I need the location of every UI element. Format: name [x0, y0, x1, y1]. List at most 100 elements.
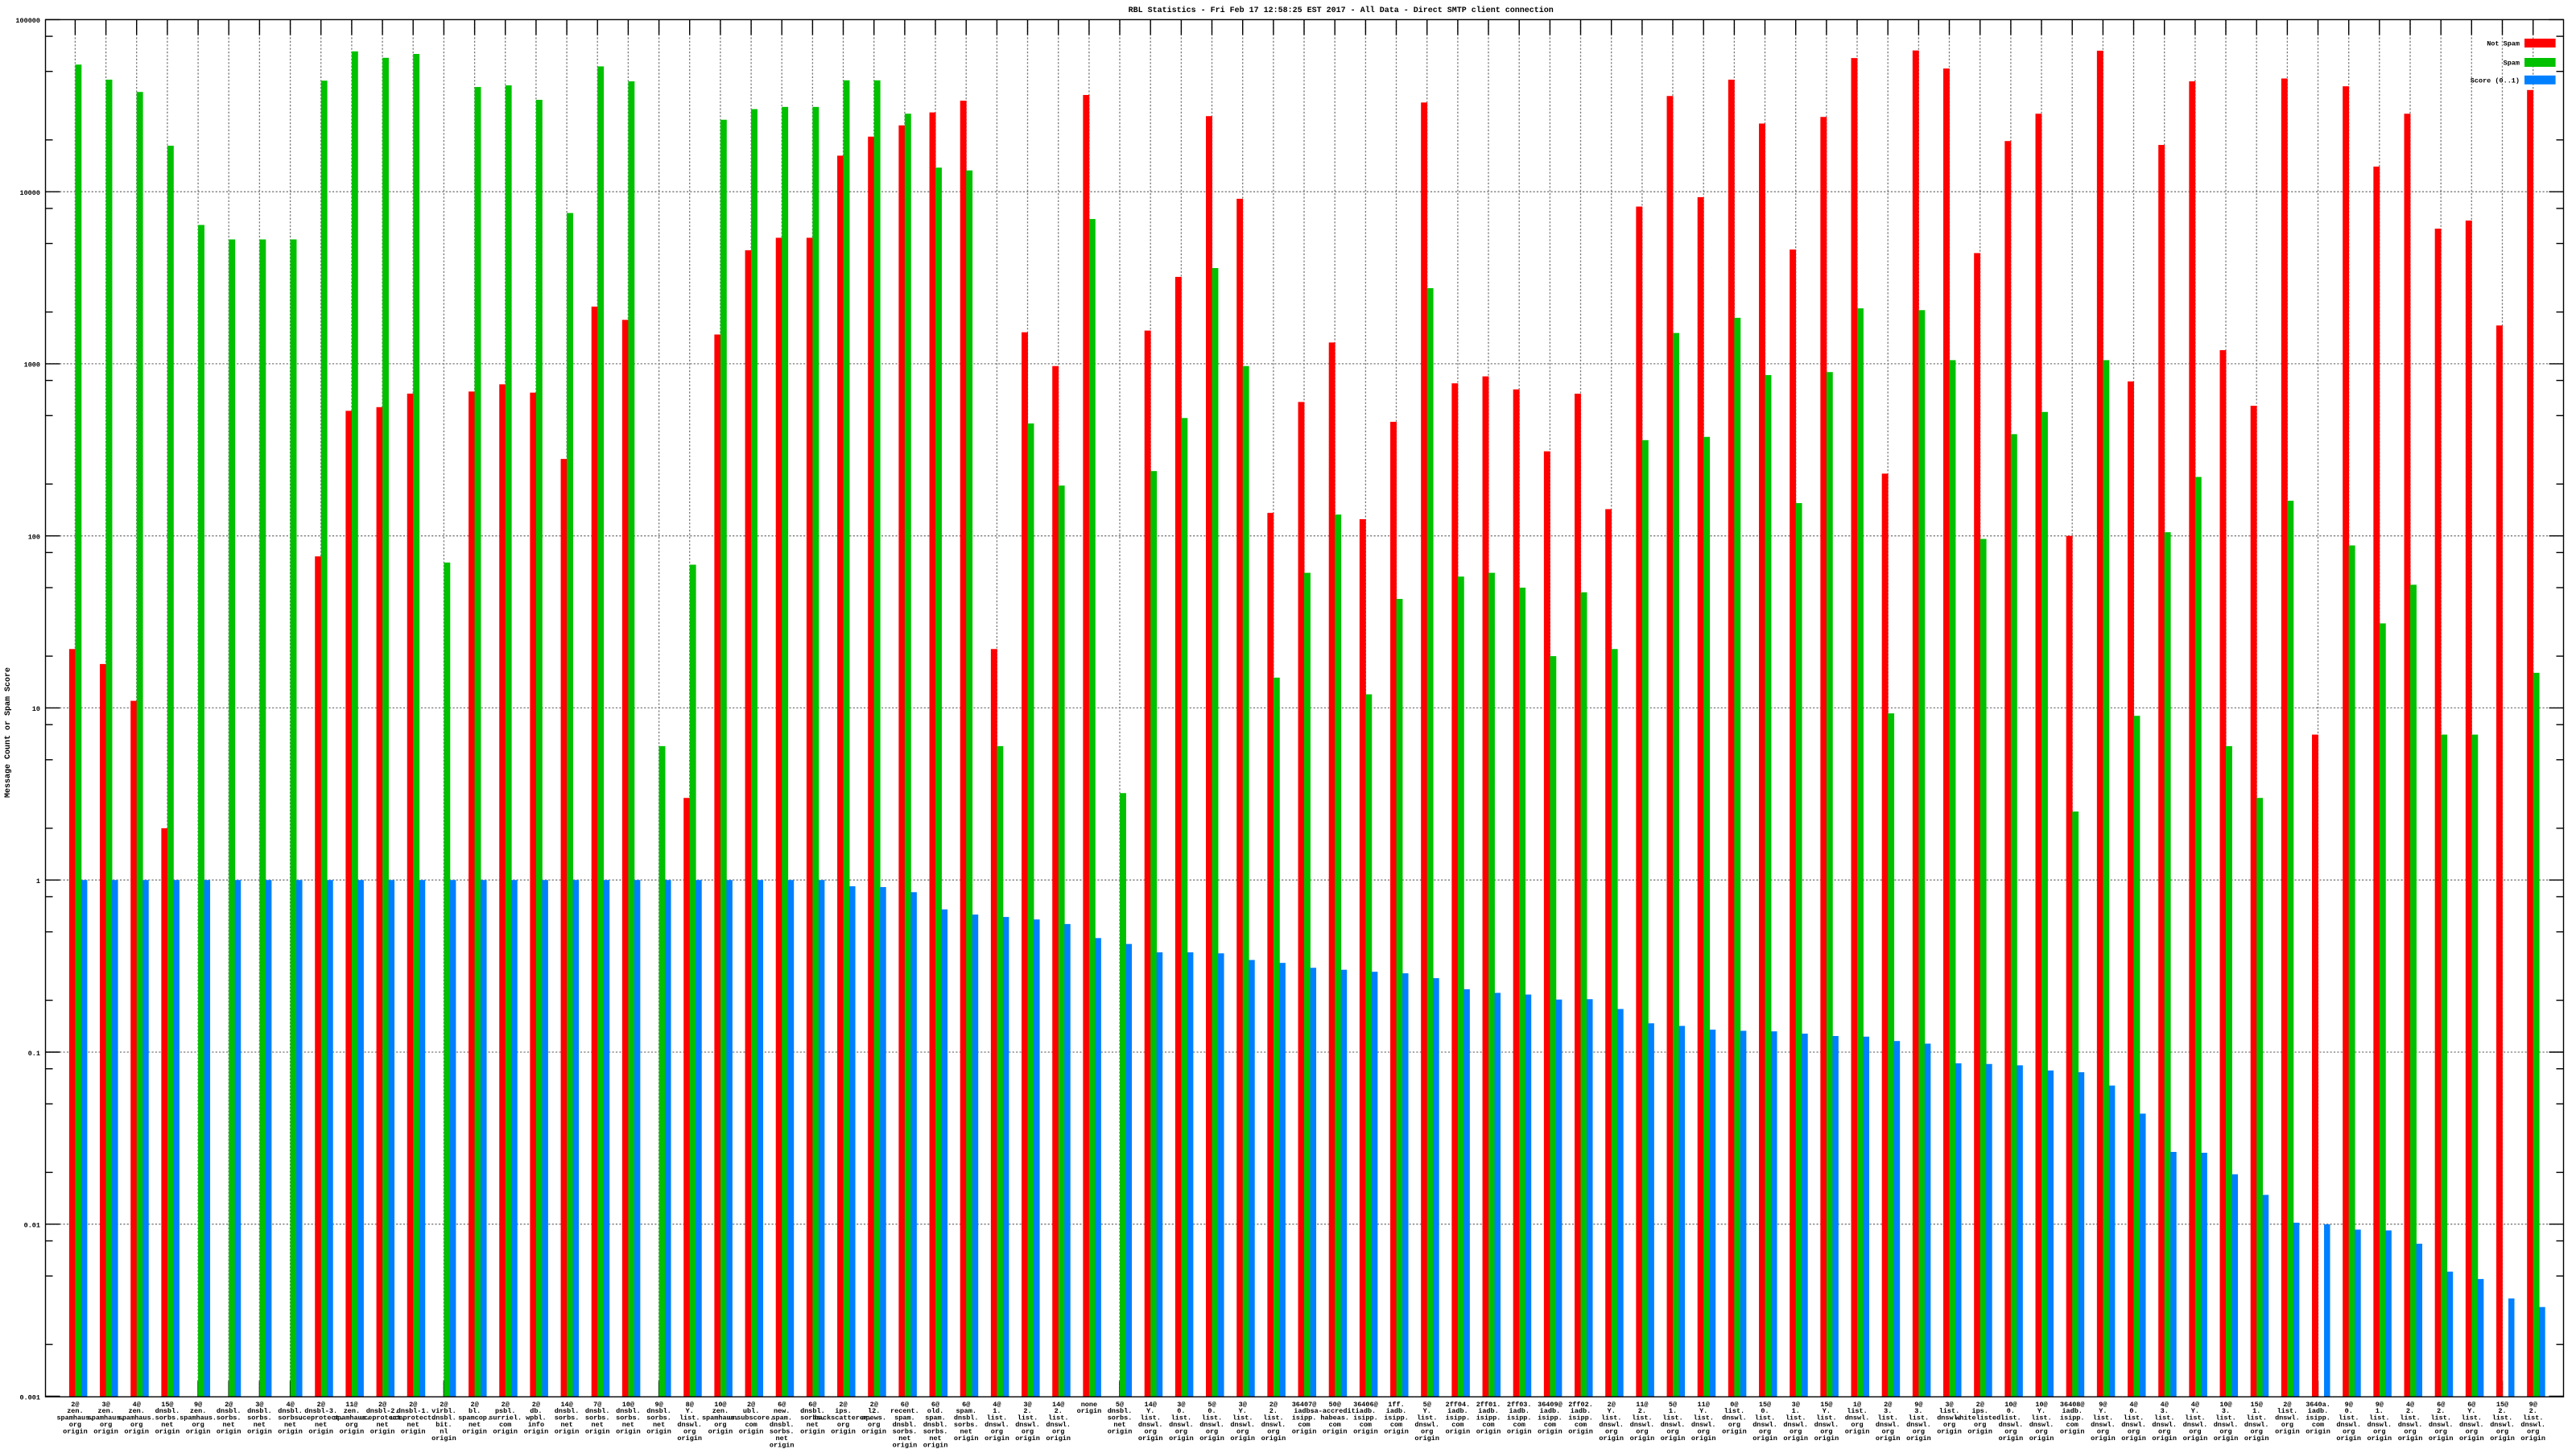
svg-text:spam.: spam. [956, 1407, 976, 1415]
svg-text:dnswl.: dnswl. [1414, 1421, 1439, 1429]
svg-text:9@: 9@ [2099, 1401, 2107, 1409]
svg-text:spam.: spam. [894, 1414, 915, 1422]
svg-text:dnswl.: dnswl. [2275, 1414, 2300, 1422]
svg-text:spamhaus.: spamhaus. [88, 1414, 125, 1422]
svg-text:list.: list. [2277, 1407, 2298, 1415]
svg-text:0.: 0. [1208, 1407, 1216, 1415]
svg-text:ips.: ips. [835, 1407, 851, 1415]
svg-text:dnsbl.: dnsbl. [155, 1407, 180, 1415]
svg-text:sorbs.: sorbs. [893, 1428, 918, 1436]
svg-text:net: net [622, 1421, 634, 1429]
svg-text:org: org [2189, 1428, 2201, 1436]
svg-text:list.: list. [2185, 1414, 2206, 1422]
svg-text:isipp.: isipp. [1446, 1414, 1471, 1422]
svg-text:origin: origin [524, 1428, 549, 1436]
svg-text:dnswl.: dnswl. [2490, 1421, 2515, 1429]
svg-text:habeas.: habeas. [1320, 1414, 1349, 1422]
svg-text:0.001: 0.001 [19, 1393, 40, 1401]
svg-text:origin: origin [370, 1428, 395, 1436]
svg-text:none: none [1081, 1401, 1097, 1409]
svg-text:dnsbl-3.: dnsbl-3. [304, 1407, 337, 1415]
svg-text:com: com [499, 1421, 511, 1429]
svg-text:origin: origin [340, 1428, 365, 1436]
svg-text:list.: list. [1417, 1414, 1438, 1422]
svg-text:dnswl.: dnswl. [2183, 1421, 2208, 1429]
svg-text:3@: 3@ [1239, 1401, 1247, 1409]
svg-text:2.: 2. [1023, 1407, 1031, 1415]
svg-text:origin: origin [1999, 1434, 2024, 1443]
svg-text:100: 100 [28, 534, 40, 542]
svg-text:36406@: 36406@ [1353, 1401, 1378, 1409]
svg-text:org: org [1636, 1428, 1648, 1436]
svg-text:backscatterer.: backscatterer. [815, 1414, 872, 1422]
svg-text:list.: list. [2093, 1414, 2114, 1422]
svg-text:net: net [407, 1421, 419, 1429]
svg-text:isipp.: isipp. [2060, 1414, 2085, 1422]
svg-text:list.: list. [1693, 1414, 1714, 1422]
svg-text:36407@: 36407@ [1292, 1401, 1317, 1409]
svg-text:5@: 5@ [1423, 1401, 1431, 1409]
svg-text:Y.: Y. [1239, 1407, 1247, 1415]
svg-text:org: org [2281, 1421, 2293, 1429]
svg-text:3640a.: 3640a. [2306, 1401, 2330, 1409]
svg-text:dnsbl-1.: dnsbl-1. [397, 1407, 430, 1415]
svg-text:origin: origin [893, 1442, 918, 1450]
svg-text:8@: 8@ [686, 1401, 694, 1409]
svg-text:net: net [807, 1421, 819, 1429]
svg-text:origin: origin [585, 1428, 610, 1436]
svg-text:list.: list. [2430, 1414, 2451, 1422]
svg-text:org: org [1790, 1428, 1802, 1436]
svg-text:3@: 3@ [255, 1401, 263, 1409]
svg-text:origin: origin [2367, 1434, 2392, 1443]
svg-text:net: net [284, 1421, 296, 1429]
svg-text:15@: 15@ [1759, 1401, 1771, 1409]
svg-text:1.: 1. [1792, 1407, 1800, 1415]
svg-text:2@: 2@ [317, 1401, 325, 1409]
svg-text:2@: 2@ [747, 1401, 755, 1409]
svg-text:36408@: 36408@ [2060, 1401, 2085, 1409]
svg-text:list.: list. [1171, 1414, 1192, 1422]
svg-text:2@: 2@ [870, 1401, 878, 1409]
svg-text:0.: 0. [2007, 1407, 2015, 1415]
svg-text:org: org [2128, 1428, 2140, 1436]
svg-text:10@: 10@ [622, 1401, 634, 1409]
svg-text:3@: 3@ [1792, 1401, 1800, 1409]
svg-text:dnswl.: dnswl. [1783, 1421, 1808, 1429]
svg-text:dnswl.: dnswl. [2029, 1421, 2054, 1429]
svg-text:14@: 14@ [1052, 1401, 1064, 1409]
svg-text:origin: origin [1599, 1434, 1624, 1443]
svg-text:isipp.: isipp. [1538, 1414, 1563, 1422]
svg-text:origin: origin [431, 1434, 456, 1443]
svg-text:0.: 0. [2345, 1407, 2353, 1415]
svg-text:origin: origin [1077, 1407, 1102, 1415]
svg-text:origin: origin [1108, 1428, 1133, 1436]
svg-text:surriel.: surriel. [489, 1414, 522, 1422]
svg-text:org: org [2158, 1428, 2170, 1436]
svg-text:origin: origin [1967, 1428, 1992, 1436]
svg-text:origin: origin [739, 1428, 764, 1436]
svg-text:org: org [1974, 1421, 1986, 1429]
svg-text:6@: 6@ [901, 1401, 909, 1409]
svg-text:origin: origin [2520, 1434, 2545, 1443]
svg-text:2@: 2@ [839, 1401, 847, 1409]
svg-text:origin: origin [708, 1428, 733, 1436]
svg-text:11@: 11@ [1698, 1401, 1710, 1409]
svg-text:dnswl.: dnswl. [1230, 1421, 1255, 1429]
svg-text:origin: origin [1568, 1428, 1593, 1436]
svg-text:com: com [1482, 1421, 1494, 1429]
svg-text:spamhaus.: spamhaus. [333, 1414, 370, 1422]
svg-text:list.: list. [2154, 1414, 2175, 1422]
svg-text:origin: origin [1845, 1428, 1870, 1436]
svg-text:2@: 2@ [225, 1401, 233, 1409]
svg-text:Y.: Y. [686, 1407, 694, 1415]
svg-text:0.01: 0.01 [24, 1222, 40, 1230]
svg-text:list.: list. [1632, 1414, 1653, 1422]
svg-text:list.: list. [1232, 1414, 1253, 1422]
svg-text:6@: 6@ [778, 1401, 786, 1409]
svg-text:origin: origin [1476, 1428, 1501, 1436]
svg-text:origin: origin [2060, 1428, 2085, 1436]
svg-text:org: org [837, 1421, 849, 1429]
svg-text:6@: 6@ [931, 1401, 939, 1409]
svg-text:1.: 1. [1669, 1407, 1677, 1415]
svg-text:sa-accredit.: sa-accredit. [1311, 1407, 1360, 1415]
